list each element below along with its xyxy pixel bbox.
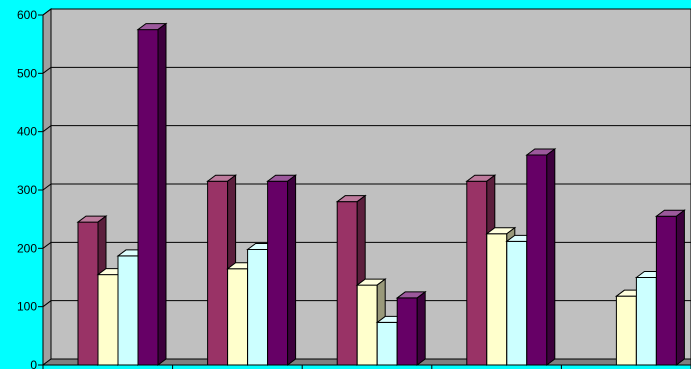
bar [395,290,427,366]
gridline [42,8,691,16]
bar-front [506,240,528,366]
bar-front [655,215,677,366]
bar-front [526,154,548,366]
bar-side [157,22,167,366]
bar-front [97,274,119,366]
bar-front [247,249,269,366]
y-tick-label: 400 [17,125,37,139]
y-tick-label: 300 [17,183,37,197]
bar-front [207,180,229,366]
y-tick-label: 0 [30,358,37,369]
gridline [42,125,691,133]
bar-front [267,180,289,366]
bar-side [416,290,426,366]
bar-front [77,221,99,366]
bar-front [615,295,637,366]
bar-front [336,201,358,366]
bar [136,22,168,366]
bar-side [287,174,297,366]
bar-front [486,233,508,366]
bar-front [376,321,398,366]
y-tick-label: 600 [17,8,37,22]
bar-side [675,209,685,366]
bar-front [117,255,139,366]
bar-side [546,148,556,366]
bar [76,215,108,366]
bar-front [356,284,378,366]
bars [76,22,686,366]
y-tick-labels: 0 100 200 300 400 500 600 [17,8,37,369]
bar-front [227,268,249,366]
bar-front [635,277,657,366]
bar [654,209,686,366]
bar-front [396,297,418,366]
bar [266,174,298,366]
bar [525,148,557,366]
y-tick-label: 100 [17,300,37,314]
y-tick-label: 500 [17,66,37,80]
gridline [42,66,691,74]
y-tick-label: 200 [17,241,37,255]
bar-front [466,180,488,366]
bar-front [137,29,159,366]
